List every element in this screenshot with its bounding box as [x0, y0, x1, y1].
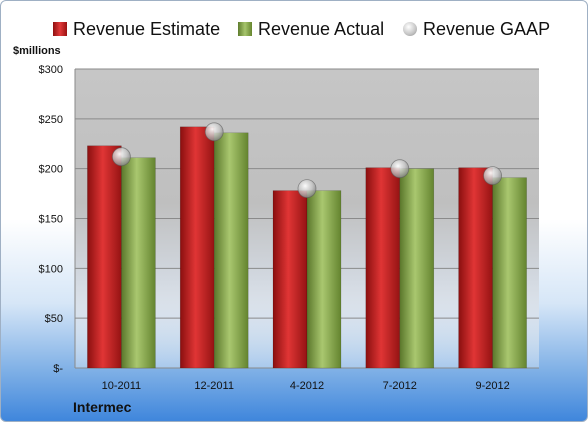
- bar-estimate-9-2012: [458, 167, 493, 369]
- legend-label-revenue-actual: Revenue Actual: [258, 19, 385, 39]
- bar-estimate-4-2012: [272, 190, 308, 369]
- gaap-markers: [112, 122, 503, 199]
- bar-estimate-10-2011: [87, 145, 122, 369]
- bar-actual-12-2011: [213, 132, 249, 369]
- legend-label-revenue-estimate: Revenue Estimate: [73, 19, 221, 39]
- y-tick-label: $-: [53, 363, 63, 375]
- legend-label-revenue-gaap: Revenue GAAP: [423, 19, 551, 39]
- marker-gaap-10-2011: [112, 147, 131, 167]
- y-tick-label: $50: [45, 313, 63, 325]
- bars: [87, 126, 527, 369]
- x-tick-label: 12-2011: [194, 380, 234, 392]
- company-label: Intermec: [73, 399, 132, 415]
- marker-gaap-9-2012: [483, 166, 503, 186]
- legend-swatch-revenue-estimate: [53, 22, 67, 36]
- x-tick-labels: 10-2011 12-2011 4-2012 7-2012 9-2012: [102, 380, 510, 392]
- y-tick-label: $250: [39, 114, 63, 126]
- bar-actual-4-2012: [306, 190, 342, 369]
- x-tick-label: 4-2012: [290, 380, 324, 392]
- bar-estimate-12-2011: [179, 126, 215, 369]
- y-tick-label: $200: [39, 164, 63, 176]
- x-tick-label: 10-2011: [102, 380, 142, 392]
- marker-gaap-7-2012: [390, 159, 410, 179]
- y-tick-label: $300: [39, 64, 63, 76]
- bar-actual-7-2012: [399, 168, 435, 369]
- legend-swatch-revenue-actual: [238, 22, 252, 36]
- bar-actual-9-2012: [492, 177, 527, 369]
- y-axis-unit-label: $millions: [13, 45, 61, 57]
- legend-swatch-revenue-gaap: [403, 22, 417, 36]
- y-tick-labels: $- $50 $100 $150 $200 $250 $300: [39, 64, 64, 375]
- bar-actual-10-2011: [121, 157, 156, 369]
- marker-gaap-4-2012: [297, 179, 317, 199]
- bar-estimate-7-2012: [365, 167, 401, 369]
- x-tick-label: 7-2012: [383, 380, 417, 392]
- y-tick-label: $100: [39, 263, 63, 275]
- x-tick-label: 9-2012: [475, 380, 509, 392]
- marker-gaap-12-2011: [204, 122, 224, 142]
- y-tick-label: $150: [39, 214, 63, 226]
